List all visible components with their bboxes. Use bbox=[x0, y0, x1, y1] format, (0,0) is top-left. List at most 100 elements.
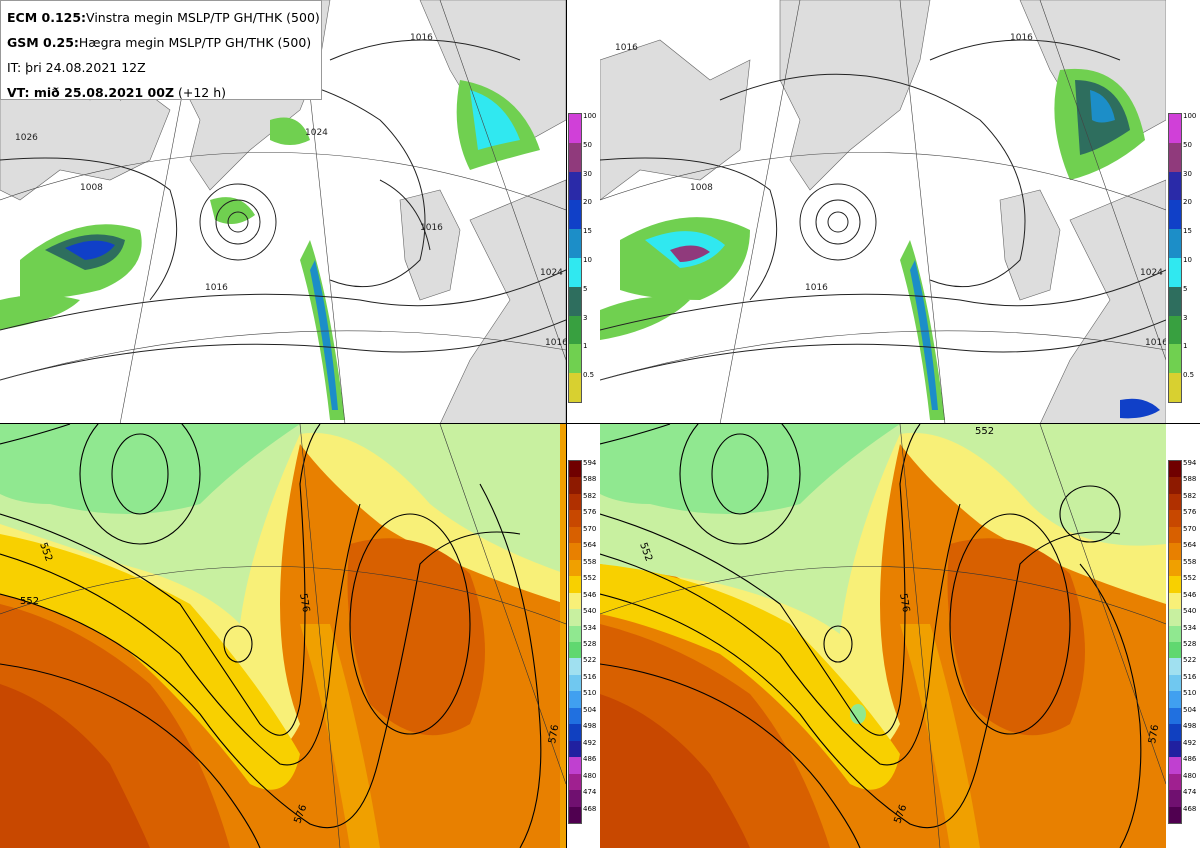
precip-colorbar-swatch bbox=[1169, 373, 1181, 402]
valid-time: VT: mið 25.08.2021 00Z bbox=[7, 85, 175, 100]
thickness-colorbar-swatch bbox=[569, 790, 581, 807]
precip-colorbar-swatch bbox=[569, 171, 581, 201]
gsm-mslp-precip-map: 1016 1008 1016 1016 1024 1016 bbox=[600, 0, 1166, 424]
thickness-colorbar-swatch bbox=[1169, 461, 1181, 478]
thickness-colorbar-labels-right: 594 588 582 576 570 564 558 552 546 540 534 528 522 5… bbox=[1183, 460, 1199, 824]
thickness-colorbar-label: 522 bbox=[583, 656, 597, 665]
thickness-colorbar-label: 468 bbox=[583, 804, 597, 813]
thickness-colorbar-label: 564 bbox=[583, 541, 597, 550]
horizontal-divider bbox=[0, 423, 1200, 424]
isobar-label: 1024 bbox=[305, 128, 328, 138]
thickness-colorbar-swatch bbox=[569, 493, 581, 511]
precip-colorbar-swatch bbox=[1169, 315, 1181, 345]
thickness-colorbar-swatch bbox=[569, 641, 581, 659]
thickness-colorbar-swatch bbox=[1169, 707, 1181, 725]
thickness-colorbar-label: 510 bbox=[1183, 689, 1197, 698]
isobar-label: 1008 bbox=[690, 183, 713, 193]
thickness-colorbar-label: 486 bbox=[1183, 755, 1197, 764]
thickness-colorbar-label: 540 bbox=[1183, 607, 1197, 616]
thickness-colorbar-label: 522 bbox=[1183, 656, 1197, 665]
thickness-colorbar-swatch bbox=[1169, 641, 1181, 659]
thickness-colorbar-swatch bbox=[569, 559, 581, 577]
precip-colorbar-labels-left: 100 50 30 20 15 10 5 3 1 0.5 bbox=[583, 113, 599, 403]
precip-colorbar-label: 10 bbox=[583, 256, 592, 264]
thickness-colorbar-label: 546 bbox=[1183, 590, 1197, 599]
thickness-label: 552 bbox=[975, 426, 994, 437]
thickness-colorbar-label: 582 bbox=[583, 491, 597, 500]
precip-colorbar-label: 15 bbox=[583, 227, 592, 236]
thickness-colorbar-swatch bbox=[1169, 674, 1181, 692]
precip-colorbar-label: 50 bbox=[583, 140, 592, 149]
thickness-colorbar-swatch bbox=[569, 658, 581, 675]
isobar-label: 1016 bbox=[615, 43, 638, 53]
thickness-colorbar-swatch bbox=[569, 477, 581, 494]
precip-colorbar-swatch bbox=[569, 257, 581, 287]
ecm-description: Vinstra megin MSLP/TP GH/THK (500) bbox=[86, 10, 320, 25]
isobar-label: 1016 bbox=[1010, 33, 1033, 43]
precip-colorbar-swatch bbox=[1169, 200, 1181, 230]
thickness-label: 576 bbox=[297, 593, 311, 614]
thickness-colorbar-label: 474 bbox=[1183, 788, 1197, 797]
precip-colorbar-swatch bbox=[569, 114, 581, 143]
isobar-label: 1016 bbox=[420, 223, 443, 233]
precip-colorbar-swatch bbox=[569, 373, 581, 402]
thickness-colorbar-swatch bbox=[569, 707, 581, 725]
thickness-colorbar-swatch bbox=[1169, 493, 1181, 511]
precip-colorbar-label: 10 bbox=[1183, 256, 1192, 264]
precip-colorbar-labels-right: 100 50 30 20 15 10 5 3 1 0.5 bbox=[1183, 113, 1199, 403]
precip-colorbar-label: 15 bbox=[1183, 227, 1192, 236]
thickness-colorbar-label: 492 bbox=[583, 738, 597, 747]
thickness-colorbar-label: 558 bbox=[1183, 557, 1197, 566]
precip-colorbar-label: 1 bbox=[1183, 342, 1188, 351]
thickness-colorbar-swatch bbox=[569, 576, 581, 593]
thickness-colorbar-label: 576 bbox=[583, 508, 597, 517]
thickness-colorbar-label: 570 bbox=[583, 524, 597, 533]
thickness-colorbar-swatch bbox=[569, 724, 581, 741]
precip-colorbar-label: 0.5 bbox=[583, 371, 595, 380]
thickness-colorbar-label: 594 bbox=[1183, 459, 1197, 467]
precip-colorbar-label: 20 bbox=[1183, 198, 1192, 207]
precip-colorbar-swatch bbox=[1169, 142, 1181, 172]
precip-colorbar-swatch bbox=[1169, 286, 1181, 316]
precip-colorbar-swatch bbox=[569, 200, 581, 230]
precip-colorbar-label: 0.5 bbox=[1183, 371, 1195, 380]
thickness-colorbar-label: 528 bbox=[583, 640, 597, 648]
gsm-description: Hægra megin MSLP/TP GH/THK (500) bbox=[78, 35, 312, 50]
thickness-colorbar-label: 468 bbox=[1183, 804, 1197, 813]
thickness-label: 576 bbox=[1147, 724, 1161, 745]
isobar-label: 1016 bbox=[545, 338, 566, 348]
thickness-colorbar-label: 552 bbox=[1183, 574, 1197, 583]
thickness-colorbar-label: 570 bbox=[1183, 524, 1197, 533]
precip-colorbar-swatch bbox=[1169, 344, 1181, 374]
thickness-colorbar-swatch bbox=[1169, 757, 1181, 774]
precip-colorbar-swatch bbox=[569, 286, 581, 316]
thickness-label: 552 bbox=[20, 596, 39, 607]
thickness-colorbar-label: 582 bbox=[1183, 491, 1197, 500]
gsm-thickness-map: 552 552 576 576 576 bbox=[600, 424, 1166, 848]
thickness-colorbar-swatch bbox=[1169, 559, 1181, 577]
isobar-label: 1016 bbox=[205, 283, 228, 293]
precip-colorbar-label: 1 bbox=[583, 342, 588, 351]
thickness-colorbar-label: 594 bbox=[583, 459, 597, 467]
thickness-colorbar-swatch bbox=[569, 740, 581, 758]
precip-colorbar-swatch bbox=[569, 344, 581, 374]
precip-colorbar-left bbox=[568, 113, 582, 403]
thickness-colorbar-label: 486 bbox=[583, 755, 597, 764]
thickness-colorbar-swatch bbox=[1169, 592, 1181, 610]
thickness-colorbar-label: 510 bbox=[583, 689, 597, 698]
thickness-colorbar-label: 552 bbox=[583, 574, 597, 583]
thickness-colorbar-swatch bbox=[1169, 658, 1181, 675]
isobar-label: 1016 bbox=[805, 283, 828, 293]
precip-colorbar-label: 3 bbox=[1183, 313, 1188, 322]
thickness-colorbar-swatch bbox=[569, 773, 581, 791]
precip-colorbar-label: 5 bbox=[583, 284, 588, 293]
forecast-hour: (+12 h) bbox=[178, 85, 227, 100]
thickness-colorbar-label: 492 bbox=[1183, 738, 1197, 747]
thickness-colorbar-label: 504 bbox=[1183, 705, 1197, 714]
thickness-colorbar-label: 516 bbox=[583, 672, 597, 681]
thickness-label: 576 bbox=[547, 724, 561, 745]
thickness-colorbar-swatch bbox=[569, 510, 581, 527]
thickness-colorbar-label: 516 bbox=[1183, 672, 1197, 681]
thickness-colorbar-swatch bbox=[1169, 806, 1181, 823]
thickness-colorbar-swatch bbox=[1169, 740, 1181, 758]
